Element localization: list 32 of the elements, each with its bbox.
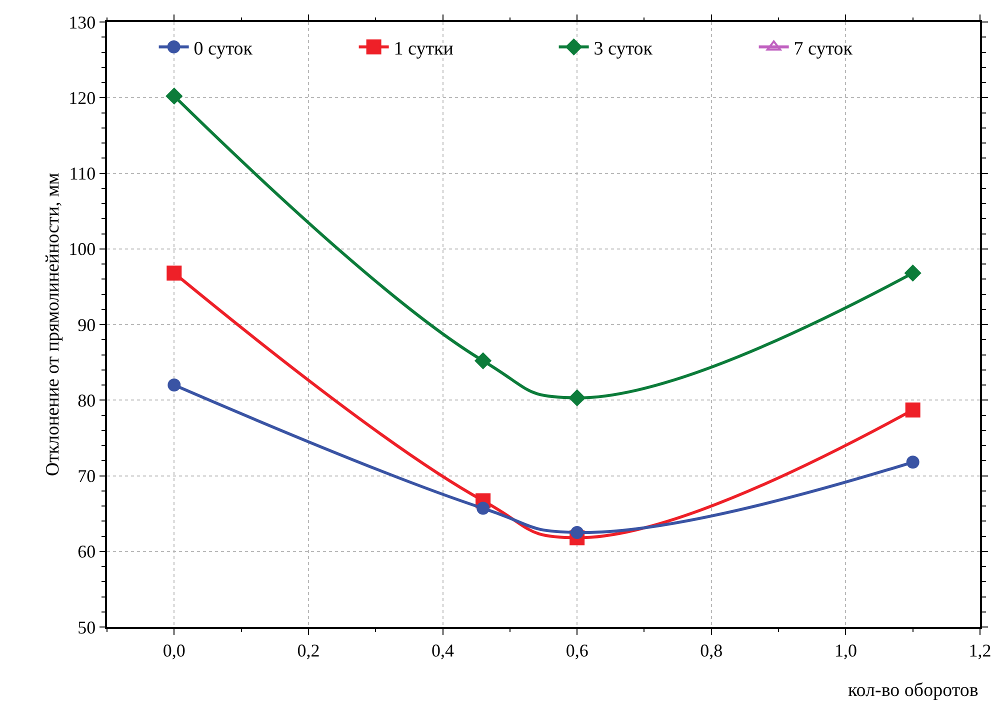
point: [905, 402, 920, 418]
x-tick-label: 1,2: [968, 640, 992, 660]
y-tick-label: 80: [78, 390, 96, 410]
y-tick-label: 120: [68, 88, 96, 108]
y-tick-label: 70: [78, 466, 96, 486]
legend-label: 3 суток: [594, 38, 654, 60]
point: [906, 456, 920, 469]
legend-label: 0 суток: [194, 38, 254, 60]
y-tick-label: 100: [68, 239, 96, 260]
x-tick-label: 0,2: [297, 640, 320, 660]
legend-label: 1 сутки: [394, 38, 454, 60]
point: [568, 390, 586, 406]
y-tick-label: 110: [69, 164, 96, 184]
x-tick-label: 1,0: [834, 640, 857, 660]
x-tick-label: 0,6: [566, 640, 588, 660]
y-tick-label: 130: [68, 12, 96, 32]
y-tick-label: 60: [78, 542, 96, 562]
point: [474, 352, 492, 369]
y-axis-title: Отклонение от прямолинейности, мм: [42, 172, 64, 476]
point: [166, 88, 182, 104]
point: [168, 378, 181, 392]
x-tick-label: 0,8: [700, 640, 723, 660]
legend-label: 7 суток: [794, 38, 854, 60]
point: [904, 264, 921, 282]
x-tick-label: 0,4: [432, 640, 454, 660]
point: [476, 502, 490, 515]
point: [166, 266, 182, 281]
x-axis-title: кол-во оборотов: [848, 680, 978, 701]
y-tick-label: 50: [78, 617, 96, 638]
y-tick-label: 90: [78, 314, 96, 335]
point: [570, 526, 584, 539]
x-tick-label: 0,0: [162, 640, 186, 660]
